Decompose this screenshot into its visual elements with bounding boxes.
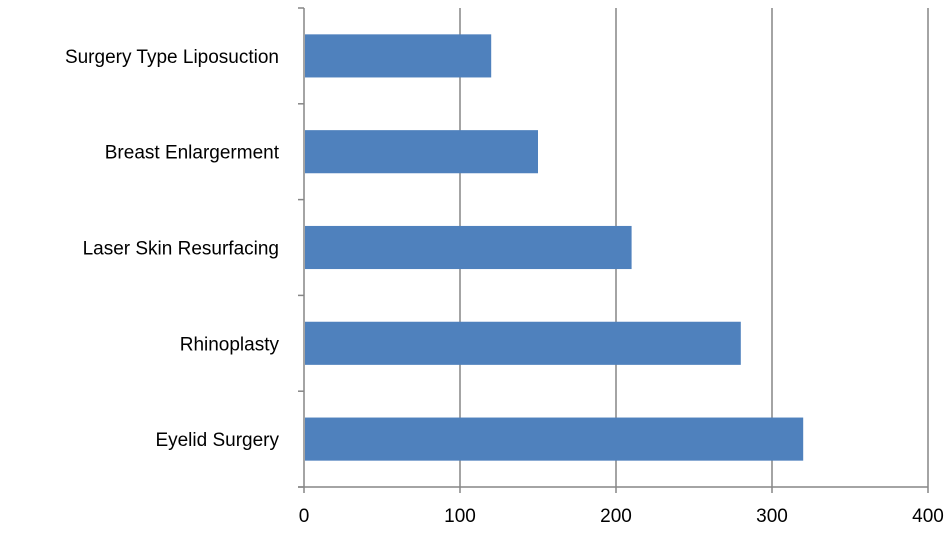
bar-rhinoplasty bbox=[305, 321, 741, 365]
bar-breast-enlargerment bbox=[305, 130, 538, 174]
category-label: Rhinoplasty bbox=[180, 334, 280, 355]
category-label: Surgery Type Liposuction bbox=[65, 47, 279, 68]
bar-surgery-type-liposuction bbox=[305, 34, 492, 78]
bar-laser-skin-resurfacing bbox=[305, 225, 632, 270]
category-label: Eyelid Surgery bbox=[155, 430, 279, 451]
bar-eyelid-surgery bbox=[305, 417, 804, 461]
category-label: Laser Skin Resurfacing bbox=[83, 239, 279, 260]
labels: 0 100 200 300 400 Surgery Type Liposuction Bre… bbox=[65, 47, 944, 527]
bars bbox=[305, 34, 804, 461]
x-tick-label: 0 bbox=[299, 506, 310, 527]
category-label: Breast Enlargerment bbox=[105, 143, 280, 164]
x-tick-label: 300 bbox=[756, 506, 788, 527]
x-tick-label: 400 bbox=[912, 506, 944, 527]
x-tick-label: 200 bbox=[600, 506, 632, 527]
x-tick-label: 100 bbox=[444, 506, 476, 527]
axes bbox=[298, 7, 929, 493]
